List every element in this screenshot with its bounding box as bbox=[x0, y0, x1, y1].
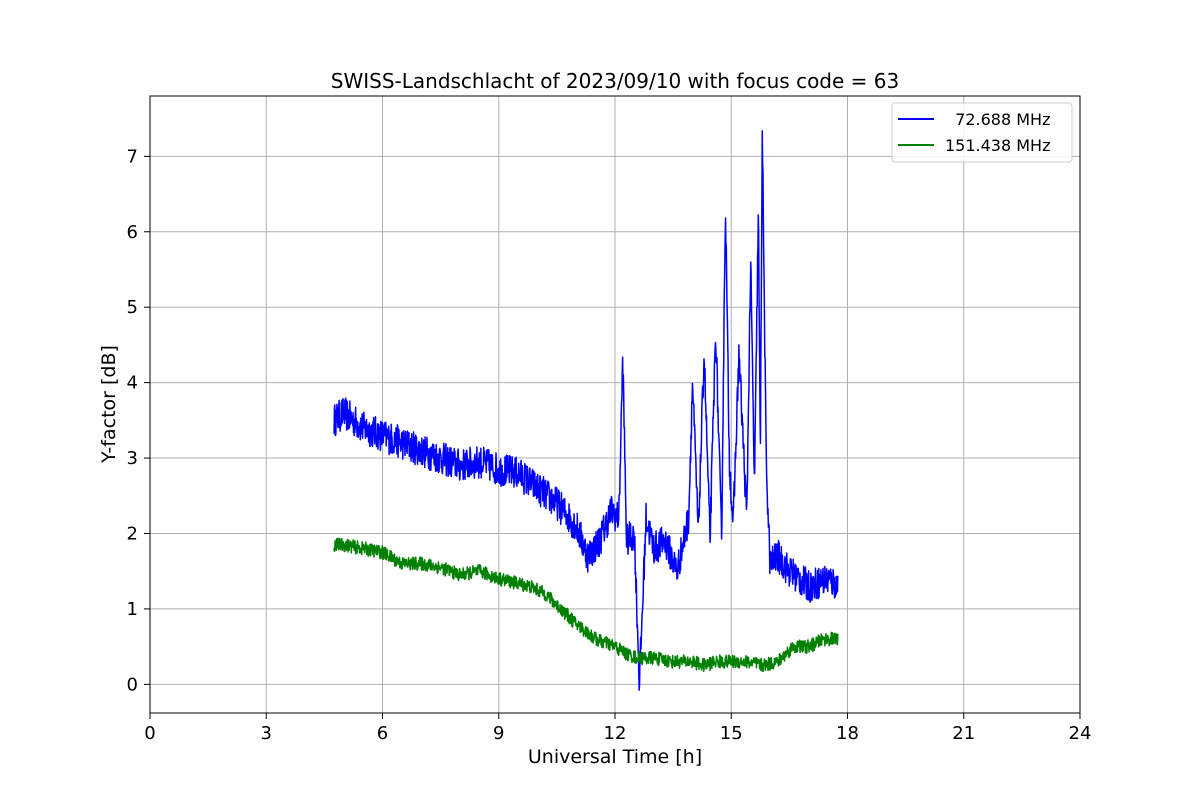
y-tick-label: 4 bbox=[127, 373, 138, 394]
legend-box bbox=[891, 102, 1073, 163]
series-line-0 bbox=[333, 130, 839, 691]
x-tick-label: 21 bbox=[952, 723, 975, 744]
legend-label-151mhz: 151.438 MHz bbox=[945, 136, 1050, 155]
x-axis-label: Universal Time [h] bbox=[528, 746, 702, 768]
plot-area bbox=[333, 130, 839, 691]
chart-title: SWISS-Landschlacht of 2023/09/10 with fo… bbox=[331, 69, 899, 93]
x-tick-label: 15 bbox=[720, 723, 743, 744]
y-axis: 0 1 2 3 4 5 6 7 bbox=[127, 146, 150, 695]
legend-label-72mhz: 72.688 MHz bbox=[945, 110, 1050, 129]
legend: 72.688 MHz 151.438 MHz bbox=[891, 102, 1073, 163]
y-tick-label: 2 bbox=[127, 523, 138, 544]
y-tick-label: 7 bbox=[127, 146, 138, 167]
x-tick-label: 6 bbox=[377, 723, 388, 744]
series-line-1 bbox=[333, 537, 839, 673]
y-tick-label: 0 bbox=[127, 674, 138, 695]
y-tick-label: 1 bbox=[127, 599, 138, 620]
x-axis: 0 3 6 9 12 15 18 21 24 bbox=[144, 713, 1091, 744]
y-axis-label: Y-factor [dB] bbox=[98, 345, 120, 464]
x-tick-label: 12 bbox=[604, 723, 627, 744]
y-tick-label: 3 bbox=[127, 448, 138, 469]
y-tick-label: 6 bbox=[127, 222, 138, 243]
y-tick-label: 5 bbox=[127, 297, 138, 318]
x-tick-label: 9 bbox=[493, 723, 504, 744]
x-tick-label: 3 bbox=[261, 723, 272, 744]
x-tick-label: 0 bbox=[144, 723, 155, 744]
x-tick-label: 24 bbox=[1069, 723, 1092, 744]
x-tick-label: 18 bbox=[836, 723, 859, 744]
